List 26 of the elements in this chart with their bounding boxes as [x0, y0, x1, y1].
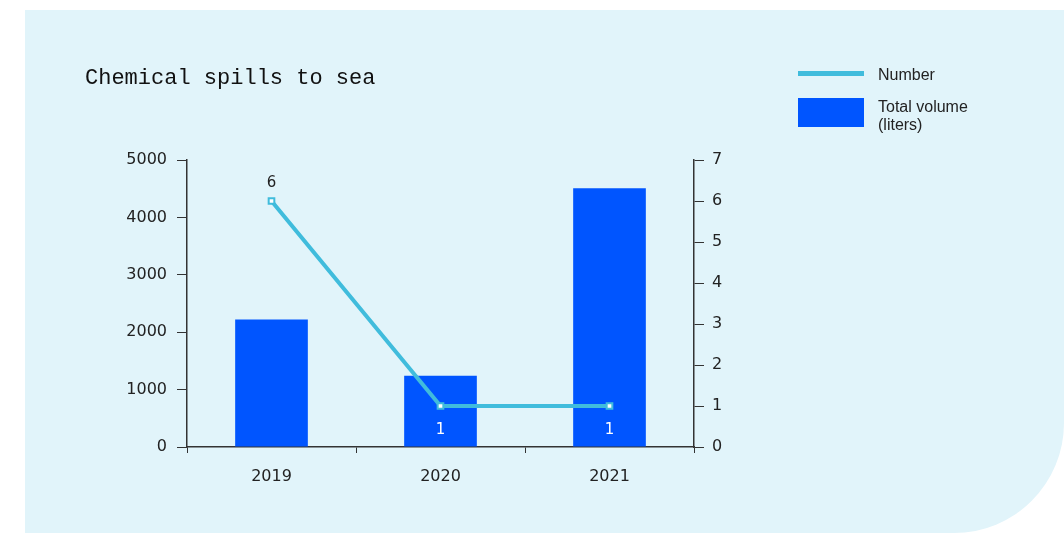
- legend-label: Total volume (liters): [878, 98, 969, 134]
- y2-tick-label: 7: [712, 149, 723, 169]
- y2-tick-label: 4: [712, 272, 723, 292]
- x-tick-label: 2020: [420, 465, 461, 485]
- data-label: 6: [266, 172, 277, 191]
- y2-tick-label: 1: [712, 395, 723, 415]
- y-tick-label: 2000: [126, 321, 167, 341]
- y2-tick-label: 0: [712, 436, 723, 456]
- chart-title: Chemical spills to sea: [85, 66, 376, 91]
- bar: [404, 375, 477, 447]
- bar: [573, 188, 646, 447]
- y-tick-label: 4000: [126, 206, 167, 226]
- y2-tick-label: 2: [712, 354, 723, 374]
- y-tick-label: 3000: [126, 263, 167, 283]
- y2-tick-label: 5: [712, 231, 723, 251]
- y2-tick-label: 3: [712, 313, 723, 333]
- x-tick-label: 2019: [251, 465, 292, 485]
- y-tick-label: 5000: [126, 149, 167, 169]
- y-tick-label: 1000: [126, 378, 167, 398]
- data-label: 1: [435, 419, 446, 438]
- data-label: 1: [604, 419, 615, 438]
- bar: [235, 319, 308, 447]
- x-tick-label: 2021: [589, 465, 630, 485]
- y2-tick-label: 6: [712, 190, 723, 210]
- legend-label: Number: [878, 66, 936, 84]
- y-tick-label: 0: [156, 436, 167, 456]
